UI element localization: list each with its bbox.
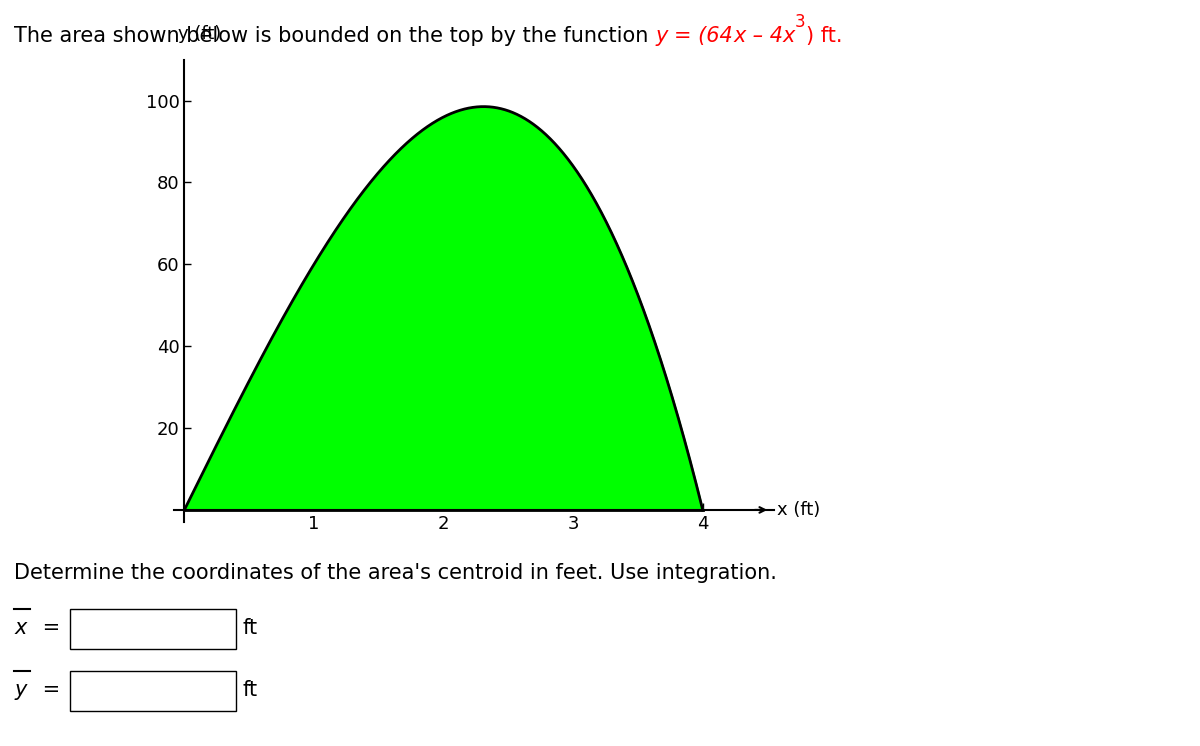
- Text: y (ft): y (ft): [178, 25, 221, 43]
- Text: Determine the coordinates of the area's centroid in feet. Use integration.: Determine the coordinates of the area's …: [14, 563, 778, 583]
- Text: 3: 3: [794, 13, 805, 31]
- Text: ft: ft: [242, 618, 258, 638]
- FancyBboxPatch shape: [70, 671, 236, 711]
- Text: y = (64: y = (64: [655, 26, 733, 46]
- Text: ) ft.: ) ft.: [805, 26, 842, 46]
- Text: x: x: [14, 618, 26, 638]
- Text: x (ft): x (ft): [776, 501, 820, 519]
- Text: x: x: [782, 26, 794, 46]
- FancyBboxPatch shape: [70, 609, 236, 649]
- Text: =: =: [36, 618, 60, 638]
- Text: =: =: [36, 680, 60, 700]
- Text: x: x: [733, 26, 745, 46]
- Text: – 4: – 4: [745, 26, 782, 46]
- Text: y: y: [14, 680, 26, 700]
- Text: ft: ft: [242, 680, 258, 700]
- Text: The area shown below is bounded on the top by the function: The area shown below is bounded on the t…: [14, 26, 655, 46]
